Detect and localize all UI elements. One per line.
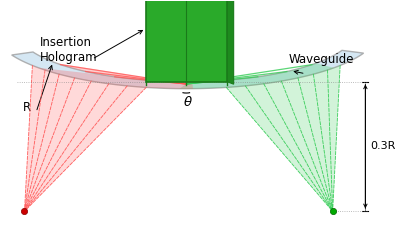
Text: Insertion
Hologram: Insertion Hologram	[40, 36, 98, 64]
Polygon shape	[12, 50, 364, 89]
Text: Waveguide: Waveguide	[288, 53, 354, 66]
Polygon shape	[227, 0, 234, 84]
Bar	[146, 0, 227, 81]
Text: R: R	[22, 101, 31, 114]
Text: 0.3R: 0.3R	[370, 142, 395, 152]
Polygon shape	[180, 63, 334, 89]
Text: $\theta$: $\theta$	[183, 95, 193, 109]
Polygon shape	[226, 65, 340, 211]
Polygon shape	[24, 65, 146, 211]
Polygon shape	[39, 63, 193, 89]
